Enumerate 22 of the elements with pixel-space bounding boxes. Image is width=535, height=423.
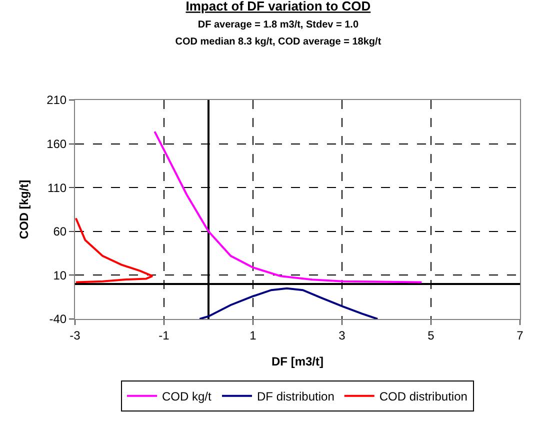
y-axis-title: COD [kg/t] bbox=[16, 180, 31, 240]
y-tick-label: 210 bbox=[46, 93, 67, 108]
legend-label: COD distribution bbox=[379, 390, 468, 404]
line-series bbox=[154, 130, 423, 284]
x-axis-title: DF [m3/t] bbox=[272, 354, 324, 368]
y-tick-label: 60 bbox=[53, 224, 67, 239]
x-tick-label: -3 bbox=[70, 328, 81, 342]
x-tick-label: 5 bbox=[428, 328, 435, 342]
x-tick-label: 1 bbox=[250, 328, 257, 342]
line-series bbox=[75, 217, 154, 284]
y-tick-label: 160 bbox=[46, 137, 67, 151]
chart-title: Impact of DF variation to COD bbox=[186, 0, 371, 14]
legend-label: COD kg/t bbox=[162, 390, 212, 404]
legend-label: DF distribution bbox=[257, 390, 334, 404]
y-tick-label: 10 bbox=[53, 268, 67, 282]
line-series bbox=[198, 287, 379, 319]
x-tick-label: 7 bbox=[516, 328, 524, 342]
chart-subtitle: DF average = 1.8 m3/t, Stdev = 1.0 COD median 8.3 kg/t, COD average = 18kg/t bbox=[175, 19, 382, 48]
y-tick-label: -40 bbox=[49, 312, 67, 326]
x-tick-label: 3 bbox=[338, 328, 346, 342]
y-tick-label: 110 bbox=[47, 180, 67, 195]
x-tick-label: -1 bbox=[158, 328, 170, 342]
